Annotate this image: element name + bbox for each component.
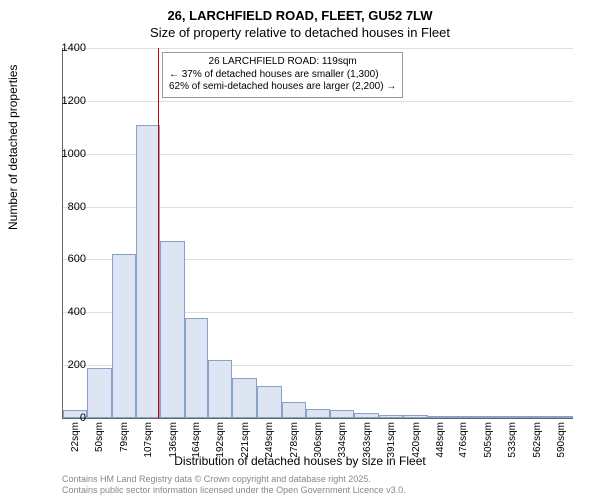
x-tick-label: 79sqm	[119, 422, 130, 452]
x-tick-label: 334sqm	[337, 422, 348, 458]
x-tick-label: 306sqm	[313, 422, 324, 458]
x-tick-label: 107sqm	[143, 422, 154, 458]
y-tick-label: 1000	[46, 148, 86, 160]
x-tick-label: 50sqm	[94, 422, 105, 452]
x-tick-label: 420sqm	[411, 422, 422, 458]
gridline	[63, 48, 573, 49]
title-line-1: 26, LARCHFIELD ROAD, FLEET, GU52 7LW	[0, 0, 600, 23]
histogram-bar	[185, 318, 209, 418]
x-tick-label: 476sqm	[458, 422, 469, 458]
y-tick-label: 400	[46, 306, 86, 318]
x-tick-label: 278sqm	[289, 422, 300, 458]
reference-line	[158, 48, 159, 418]
x-tick-label: 590sqm	[556, 422, 567, 458]
histogram-bar	[549, 416, 573, 418]
x-tick-label: 533sqm	[507, 422, 518, 458]
histogram-bar	[306, 409, 330, 418]
x-axis-label: Distribution of detached houses by size …	[0, 454, 600, 468]
y-tick-label: 1400	[46, 42, 86, 54]
callout-line-2: ← 37% of detached houses are smaller (1,…	[169, 69, 396, 82]
title-line-2: Size of property relative to detached ho…	[0, 23, 600, 40]
histogram-bar	[136, 125, 160, 418]
x-tick-label: 136sqm	[168, 422, 179, 458]
x-tick-label: 221sqm	[240, 422, 251, 458]
footer-attribution: Contains HM Land Registry data © Crown c…	[62, 474, 406, 496]
y-tick-label: 200	[46, 359, 86, 371]
histogram-bar	[500, 416, 524, 418]
histogram-bar	[403, 415, 428, 418]
x-tick-label: 249sqm	[264, 422, 275, 458]
y-tick-label: 800	[46, 201, 86, 213]
footer-line-1: Contains HM Land Registry data © Crown c…	[62, 474, 406, 485]
x-tick-label: 164sqm	[191, 422, 202, 458]
chart-container: 26, LARCHFIELD ROAD, FLEET, GU52 7LW Siz…	[0, 0, 600, 500]
histogram-bar	[112, 254, 136, 418]
histogram-bar	[208, 360, 232, 418]
x-tick-label: 363sqm	[362, 422, 373, 458]
x-tick-label: 505sqm	[483, 422, 494, 458]
plot-area: 26 LARCHFIELD ROAD: 119sqm← 37% of detac…	[62, 48, 573, 419]
x-tick-label: 22sqm	[70, 422, 81, 452]
histogram-bar	[475, 416, 500, 418]
histogram-bar	[87, 368, 112, 418]
callout-line-1: 26 LARCHFIELD ROAD: 119sqm	[169, 56, 396, 69]
histogram-bar	[257, 386, 282, 418]
x-tick-label: 391sqm	[386, 422, 397, 458]
histogram-bar	[451, 416, 475, 418]
x-tick-label: 448sqm	[435, 422, 446, 458]
x-tick-label: 192sqm	[215, 422, 226, 458]
callout-box: 26 LARCHFIELD ROAD: 119sqm← 37% of detac…	[162, 52, 403, 98]
y-tick-label: 1200	[46, 95, 86, 107]
histogram-bar	[330, 410, 354, 418]
histogram-bar	[428, 416, 452, 418]
gridline	[63, 101, 573, 102]
histogram-bar	[354, 413, 379, 418]
histogram-bar	[160, 241, 185, 418]
histogram-bar	[379, 415, 403, 418]
histogram-bar	[282, 402, 306, 418]
y-axis-label: Number of detached properties	[6, 65, 20, 230]
histogram-bar	[524, 416, 549, 418]
histogram-bar	[232, 378, 257, 418]
x-tick-label: 562sqm	[532, 422, 543, 458]
callout-line-3: 62% of semi-detached houses are larger (…	[169, 81, 396, 94]
footer-line-2: Contains public sector information licen…	[62, 485, 406, 496]
y-tick-label: 600	[46, 253, 86, 265]
